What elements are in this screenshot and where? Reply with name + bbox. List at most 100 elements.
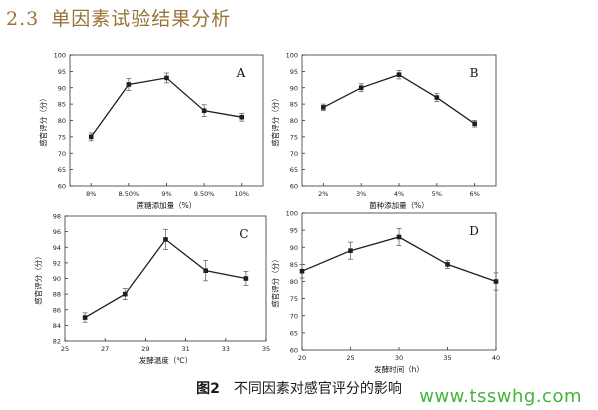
chart-panel-b: 60 65 70 75 80 85 90 95 100 2% 3% 4% 5% 6% 菌种添加量（%） 感官评… bbox=[270, 52, 497, 210]
data-point bbox=[163, 237, 168, 242]
data-point bbox=[472, 121, 477, 127]
x-tick-label: 31 bbox=[181, 345, 189, 353]
chart-panel-d: 60 65 70 75 80 85 90 95 100 20 25 30 35 40 发酵时间（h） 感官评分… bbox=[270, 210, 500, 375]
y-axis-label: 感官评分（分） bbox=[33, 252, 43, 305]
y-tick-label: 90 bbox=[58, 84, 66, 92]
y-tick-label: 75 bbox=[290, 295, 298, 303]
x-tick-label: 30 bbox=[395, 354, 403, 362]
y-tick-label: 90 bbox=[290, 84, 298, 92]
y-tick-label: 80 bbox=[58, 117, 66, 125]
x-tick-label: 10% bbox=[235, 190, 249, 198]
x-tick-label: 27 bbox=[101, 345, 109, 353]
x-tick-label: 5% bbox=[432, 190, 442, 198]
y-tick-label: 82 bbox=[53, 338, 61, 346]
y-tick-label: 60 bbox=[58, 183, 66, 191]
figure-caption: 图2 不同因素对感官评分的影响 bbox=[0, 378, 598, 398]
y-axis-label: 感官评分（分） bbox=[270, 255, 280, 308]
y-tick-label: 60 bbox=[290, 183, 298, 191]
y-tick-label: 70 bbox=[290, 312, 298, 320]
x-tick-label: 9% bbox=[161, 190, 171, 198]
y-tick-label: 98 bbox=[53, 213, 61, 221]
y-tick-label: 75 bbox=[58, 133, 66, 141]
panel-label: D bbox=[469, 224, 479, 238]
y-tick-label: 70 bbox=[58, 150, 66, 158]
data-point bbox=[88, 134, 94, 140]
figure-label: 图2 bbox=[196, 381, 220, 397]
x-tick-label: 8.50% bbox=[119, 190, 140, 198]
y-tick-label: 86 bbox=[53, 306, 61, 314]
x-tick-label: 40 bbox=[492, 354, 500, 362]
y-tick-label: 96 bbox=[53, 228, 61, 236]
y-tick-label: 92 bbox=[53, 259, 61, 267]
section-number: 2.3 bbox=[6, 8, 40, 30]
data-point bbox=[396, 72, 402, 77]
figure-caption-text: 不同因素对感官评分的影响 bbox=[233, 381, 402, 397]
x-axis-label: 菌种添加量（%） bbox=[369, 200, 429, 210]
data-point bbox=[493, 279, 499, 284]
x-axis-label: 蔗糖添加量（%） bbox=[137, 200, 197, 210]
watermark: www.tsswhg.com bbox=[419, 386, 582, 407]
x-tick-label: 25 bbox=[61, 345, 69, 353]
figure-charts: 60 65 70 75 80 85 90 95 100 8% 8.50% 9% 9.50% 10% 蔗糖添加… bbox=[33, 52, 500, 375]
series-line bbox=[90, 77, 242, 138]
y-tick-label: 100 bbox=[54, 52, 66, 60]
chart-panel-a: 60 65 70 75 80 85 90 95 100 8% 8.50% 9% 9.50% 10% 蔗糖添加… bbox=[38, 52, 264, 210]
x-tick-label: 33 bbox=[222, 345, 230, 353]
y-axis-label: 感官评分（分） bbox=[270, 94, 280, 147]
y-tick-label: 65 bbox=[290, 329, 298, 337]
y-tick-label: 85 bbox=[58, 101, 66, 109]
panel-label: A bbox=[236, 66, 246, 80]
x-tick-label: 2% bbox=[318, 190, 328, 198]
y-tick-label: 80 bbox=[290, 117, 298, 125]
x-tick-label: 20 bbox=[298, 354, 306, 362]
y-tick-label: 65 bbox=[290, 166, 298, 174]
y-tick-label: 95 bbox=[290, 68, 298, 76]
x-tick-label: 25 bbox=[346, 354, 354, 362]
x-tick-label: 9.50% bbox=[194, 190, 215, 198]
data-point bbox=[164, 75, 169, 81]
data-point bbox=[445, 262, 450, 267]
x-tick-label: 4% bbox=[394, 190, 404, 198]
x-tick-label: 35 bbox=[443, 354, 451, 362]
y-tick-label: 70 bbox=[290, 150, 298, 158]
chart-panel-c: 82 84 86 88 90 92 94 96 98 25 27 29 31 33 35 发酵温度（℃） 感官评… bbox=[33, 213, 270, 366]
panel-label: B bbox=[470, 66, 479, 80]
data-point bbox=[348, 248, 353, 253]
y-tick-label: 90 bbox=[53, 275, 61, 283]
data-point bbox=[243, 276, 249, 281]
series-line bbox=[323, 73, 476, 125]
data-point bbox=[358, 85, 364, 91]
x-tick-label: 35 bbox=[262, 345, 270, 353]
data-point bbox=[126, 82, 132, 87]
y-tick-label: 90 bbox=[290, 244, 298, 252]
series-line bbox=[84, 238, 247, 319]
data-point bbox=[82, 315, 88, 320]
data-point bbox=[239, 114, 245, 120]
data-point bbox=[299, 268, 305, 274]
y-tick-label: 95 bbox=[290, 227, 298, 235]
data-point bbox=[201, 108, 207, 113]
section-title: 单因素试验结果分析 bbox=[51, 8, 232, 30]
y-tick-label: 85 bbox=[290, 101, 298, 109]
x-tick-label: 8% bbox=[86, 190, 96, 198]
data-point bbox=[203, 268, 208, 273]
x-tick-label: 6% bbox=[470, 190, 480, 198]
section-heading: 2.3 单因素试验结果分析 bbox=[6, 4, 231, 31]
y-tick-label: 95 bbox=[58, 68, 66, 76]
y-tick-label: 84 bbox=[53, 322, 61, 330]
x-axis-label: 发酵时间（h） bbox=[374, 364, 424, 374]
y-tick-label: 60 bbox=[290, 347, 298, 355]
data-point bbox=[434, 95, 440, 100]
y-axis-label: 感官评分（分） bbox=[38, 94, 48, 147]
y-tick-label: 88 bbox=[53, 291, 61, 299]
x-axis-label: 发酵温度（℃） bbox=[139, 355, 192, 365]
data-point bbox=[123, 291, 128, 297]
data-point bbox=[396, 234, 402, 240]
data-point bbox=[321, 105, 326, 110]
y-tick-label: 85 bbox=[290, 261, 298, 269]
y-tick-label: 100 bbox=[286, 52, 298, 60]
y-tick-label: 75 bbox=[290, 133, 298, 141]
y-tick-label: 94 bbox=[53, 244, 61, 252]
y-tick-label: 65 bbox=[58, 166, 66, 174]
x-tick-label: 3% bbox=[356, 190, 366, 198]
